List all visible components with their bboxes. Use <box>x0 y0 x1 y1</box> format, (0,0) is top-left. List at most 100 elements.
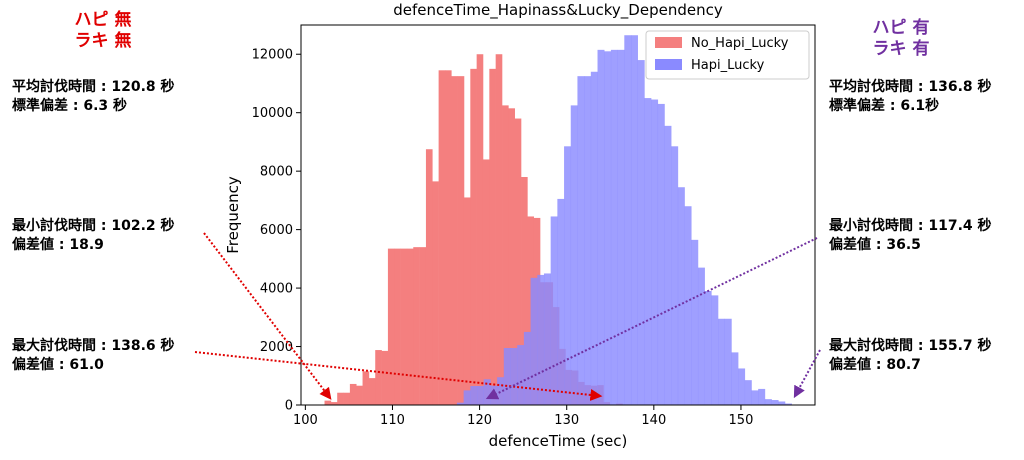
right-stats-avg: 平均討伐時間 : 136.8 秒 標準偏差 : 6.1秒 <box>829 78 992 116</box>
left-avg-label: 平均討伐時間 : 120.8 秒 <box>12 79 175 95</box>
bar-no-hapi-lucky <box>406 248 414 405</box>
bar-no-hapi-lucky <box>425 149 433 405</box>
bar-hapi-lucky <box>724 318 732 405</box>
right-std-label: 標準偏差 : 6.1秒 <box>829 98 940 114</box>
bar-hapi-lucky <box>510 348 518 405</box>
bar-no-hapi-lucky <box>438 70 446 405</box>
legend-swatch-hapi-lucky <box>655 59 682 70</box>
left-stats-avg: 平均討伐時間 : 120.8 秒 標準偏差 : 6.3 秒 <box>12 78 175 116</box>
bar-hapi-lucky <box>557 198 565 405</box>
bar-no-hapi-lucky <box>413 247 420 405</box>
bar-hapi-lucky <box>637 60 645 405</box>
bar-no-hapi-lucky <box>451 76 458 406</box>
bar-hapi-lucky <box>537 274 545 405</box>
bar-no-hapi-lucky <box>324 400 332 405</box>
bar-hapi-lucky <box>470 386 478 405</box>
bar-hapi-lucky <box>577 76 585 406</box>
plot-frame <box>300 24 816 406</box>
annotation-arrows <box>194 232 821 401</box>
bar-no-hapi-lucky <box>495 54 503 405</box>
bar-no-hapi-lucky <box>356 385 363 405</box>
left-stats-min: 最小討伐時間 : 102.2 秒 偏差値 : 18.9 <box>12 217 175 255</box>
x-tick-label: 140 <box>641 413 666 428</box>
legend: No_Hapi_Lucky Hapi_Lucky <box>645 30 810 80</box>
bar-no-hapi-lucky <box>400 248 408 405</box>
arrow-right-max <box>793 349 821 399</box>
bar-hapi-lucky <box>738 368 746 405</box>
x-tick-label: 100 <box>293 413 318 428</box>
bar-no-hapi-lucky <box>444 70 452 405</box>
bar-hapi-lucky <box>550 216 558 405</box>
y-tick-label: 10000 <box>252 106 293 121</box>
bar-hapi-lucky <box>711 295 719 405</box>
bar-no-hapi-lucky <box>476 54 484 405</box>
bar-hapi-lucky <box>564 146 572 405</box>
bar-no-hapi-lucky <box>521 177 528 405</box>
left-min-label: 最小討伐時間 : 102.2 秒 <box>12 218 175 234</box>
bar-hapi-lucky <box>530 277 538 405</box>
bar-hapi-lucky <box>651 99 659 405</box>
bar-hapi-lucky <box>604 51 612 406</box>
right-min-dev: 偏差値 : 36.5 <box>829 237 921 253</box>
bar-no-hapi-lucky <box>394 248 401 405</box>
right-stats-max: 最大討伐時間 : 155.7 秒 偏差値 : 80.7 <box>829 337 992 375</box>
bar-no-hapi-lucky <box>457 76 465 406</box>
bar-hapi-lucky <box>744 380 752 405</box>
right-max-label: 最大討伐時間 : 155.7 秒 <box>829 338 992 354</box>
y-tick-label: 8000 <box>260 165 293 180</box>
bar-no-hapi-lucky <box>514 118 522 405</box>
bar-no-hapi-lucky <box>381 350 389 405</box>
x-tick-label: 130 <box>554 413 579 428</box>
right-max-dev: 偏差値 : 80.7 <box>829 357 921 373</box>
left-stats-max: 最大討伐時間 : 138.6 秒 偏差値 : 61.0 <box>12 337 175 375</box>
x-tick-label: 150 <box>729 413 754 428</box>
bar-no-hapi-lucky <box>432 181 439 405</box>
bar-hapi-lucky <box>718 318 726 405</box>
ticks-layer: 100 110 120 130 140 150 0 2000 4000 6000 8000 10000… <box>252 48 754 428</box>
y-axis-label: Frequency <box>224 176 242 254</box>
left-min-dev: 偏差値 : 18.9 <box>12 237 104 253</box>
bar-hapi-lucky <box>704 291 712 405</box>
right-min-label: 最小討伐時間 : 117.4 秒 <box>829 218 992 234</box>
bar-hapi-lucky <box>778 401 786 405</box>
bar-hapi-lucky <box>691 239 699 405</box>
left-std-label: 標準偏差 : 6.3 秒 <box>12 98 128 114</box>
right-header: ハピ 有 ラキ 有 <box>856 18 946 60</box>
bar-no-hapi-lucky <box>470 68 477 405</box>
bar-hapi-lucky <box>630 35 638 405</box>
bar-hapi-lucky <box>758 388 766 405</box>
bar-hapi-lucky <box>477 386 485 405</box>
x-axis-label: defenceTime (sec) <box>489 432 628 450</box>
y-tick-label: 2000 <box>260 340 293 355</box>
legend-box <box>645 30 810 80</box>
arrow-left-min <box>203 232 332 400</box>
bar-hapi-lucky <box>503 348 511 405</box>
left-header: ハピ 無 ラキ 無 <box>58 10 148 52</box>
bar-hapi-lucky <box>517 345 525 405</box>
bar-no-hapi-lucky <box>375 350 382 405</box>
bar-hapi-lucky <box>570 105 578 405</box>
left-max-label: 最大討伐時間 : 138.6 秒 <box>12 338 175 354</box>
legend-label-no-hapi-lucky: No_Hapi_Lucky <box>691 36 789 51</box>
bar-hapi-lucky <box>657 103 665 406</box>
y-tick-label: 4000 <box>260 282 293 297</box>
bar-no-hapi-lucky <box>330 402 338 405</box>
right-avg-label: 平均討伐時間 : 136.8 秒 <box>829 79 992 95</box>
y-tick-label: 6000 <box>260 223 293 238</box>
bar-hapi-lucky <box>456 402 464 405</box>
bar-hapi-lucky <box>463 390 471 405</box>
y-tick-label: 12000 <box>252 48 293 63</box>
x-tick-label: 120 <box>467 413 492 428</box>
x-tick-label: 110 <box>380 413 405 428</box>
right-header-line1: ハピ 有 <box>872 18 930 38</box>
chart-title: defenceTime_Hapinass&Lucky_Dependency <box>393 1 723 20</box>
left-header-line1: ハピ 無 <box>74 10 132 30</box>
bar-no-hapi-lucky <box>482 159 490 405</box>
bar-hapi-lucky <box>617 49 625 405</box>
bar-hapi-lucky <box>764 399 772 405</box>
bar-hapi-lucky <box>624 35 632 405</box>
bar-hapi-lucky <box>543 273 551 405</box>
right-header-line2: ラキ 有 <box>872 39 930 59</box>
left-header-line2: ラキ 無 <box>74 31 132 51</box>
